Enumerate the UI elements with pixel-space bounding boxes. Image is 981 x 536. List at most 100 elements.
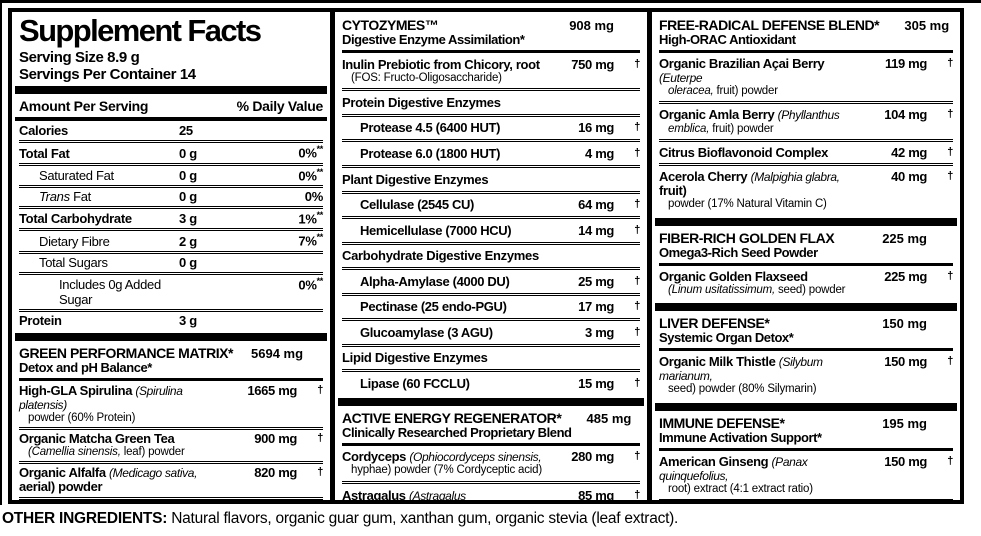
ingredient-detail: (Linum usitatissimum, seed) powder	[668, 283, 846, 296]
nutrient-row: Calories 25	[19, 122, 323, 140]
other-ingredients-label: OTHER INGREDIENTS:	[2, 510, 168, 527]
daily-value-dagger: †	[947, 269, 953, 282]
nutrient-row: Dietary Fibre 2 g 7%**	[19, 228, 323, 250]
ingredient-row: American Ginseng (Panax quinquefolius, ro…	[659, 451, 953, 499]
daily-value-dagger: †	[634, 488, 640, 500]
blend-title: FREE-RADICAL DEFENSE BLEND*	[659, 17, 880, 33]
ingredient-row: Astragalus (Astragalus membranaceus,root…	[342, 481, 640, 500]
ingredient-row: Hemicellulase (7000 HCU) 14 mg †	[342, 216, 640, 242]
blend-amount: 485 mg	[586, 410, 632, 426]
nutrient-row: Includes 0g Added Sugar 0%**	[19, 271, 323, 309]
ingredient-row: Cellulase (2545 CU) 64 mg †	[342, 190, 640, 217]
ingredient-amount: 119 mg	[885, 56, 927, 72]
header-divider-bar	[15, 117, 327, 122]
nutrient-name: Total Sugars	[39, 254, 108, 270]
daily-value-dagger: †	[634, 300, 640, 313]
nutrient-amount: 3 g	[179, 211, 197, 227]
ingredient-amount: 85 mg	[578, 487, 614, 500]
blend-amount: 150 mg	[882, 316, 927, 332]
blend-title: LIVER DEFENSE*	[659, 315, 770, 332]
other-ingredients-text: Natural flavors, organic guar gum, xanth…	[167, 510, 679, 527]
ingredient-row: Organic Alfalfa (Medicago sativa, aerial…	[19, 460, 323, 497]
nutrient-row: Total Sugars 0 g	[19, 250, 323, 272]
blend-subtitle: High-ORAC Antioxidant	[659, 32, 796, 47]
daily-value-dagger: †	[634, 57, 640, 70]
ingredient-amount: 17 mg	[578, 299, 614, 315]
ingredient-name: Alpha-Amylase (4000 DU)	[360, 273, 510, 289]
nutrient-amount: 0 g	[179, 189, 197, 205]
daily-value-dagger: †	[947, 108, 953, 121]
daily-value-dagger: †	[634, 325, 640, 338]
ingredient-name: Astragalus (Astragalus membranaceus,root…	[342, 487, 466, 500]
ingredient-amount: 1665 mg	[247, 382, 297, 398]
ingredient-amount: 280 mg	[571, 449, 614, 465]
blend-header: GREEN PERFORMANCE MATRIX* 5694 mg Detox an…	[19, 343, 323, 382]
ingredient-row: Lipase (60 FCCLU) 15 mg †	[342, 369, 640, 395]
ingredient-detail: oleracea, fruit) powder	[668, 85, 778, 98]
facts-column-right: FREE-RADICAL DEFENSE BLEND* 305 mg High-OR…	[652, 12, 960, 500]
ingredient-row: Cordyceps (Ophiocordyceps sinensis, hypha…	[342, 446, 640, 481]
ingredient-row: Inulin Prebiotic from Chicory, root (FOS:…	[342, 53, 640, 88]
ingredient-detail: (FOS: Fructo-Oligosaccharide)	[351, 71, 502, 84]
nutrient-name: Includes 0g Added Sugar	[59, 277, 161, 308]
daily-value-dagger: †	[947, 170, 953, 183]
ingredient-row: Organic Milk Thistle (Silybum marianum, s…	[659, 351, 953, 399]
ingredient-name: Acerola Cherry (Malpighia glabra, fruit)…	[659, 170, 857, 211]
ingredient-amount: 750 mg	[571, 56, 614, 72]
ingredient-name: Organic Matcha Green Tea (Camellia sinens…	[19, 432, 227, 459]
ingredient-amount: 820 mg	[254, 465, 297, 481]
ingredient-amount: 104 mg	[884, 107, 927, 123]
blend-subtitle: Detox and pH Balance*	[19, 360, 152, 376]
daily-value-dagger: †	[634, 223, 640, 236]
section-divider-bar	[338, 397, 644, 406]
ingredient-row: Alpha-Amylase (4000 DU) 25 mg †	[342, 267, 640, 293]
daily-value-dagger: †	[634, 376, 640, 389]
ingredient-name: Protease 4.5 (6400 HUT)	[360, 120, 501, 136]
ingredient-name: High-GLA Spirulina (Spirulina platensis)…	[19, 383, 227, 425]
ingredient-detail: hyphae) powder (7% Cordyceptic acid)	[351, 464, 542, 477]
amount-per-serving-label: Amount Per Serving	[19, 98, 149, 115]
ingredient-name: Organic Alfalfa (Medicago sativa, aerial…	[19, 465, 198, 495]
ingredient-row: High-GLA Spirulina (Spirulina platensis)…	[19, 381, 323, 426]
facts-column-middle: CYTOZYMES™ 908 mg Digestive Enzyme Assimil…	[330, 12, 652, 500]
ingredient-row: Pectinase (25 endo-PGU) 17 mg †	[342, 292, 640, 319]
daily-value-dagger: †	[634, 146, 640, 159]
ingredient-row: Protease 6.0 (1800 HUT) 4 mg †	[342, 139, 640, 165]
ingredient-amount: 64 mg	[578, 197, 614, 212]
ingredient-amount: 40 mg	[891, 169, 927, 185]
ingredient-name: Organic Golden Flaxseed (Linum usitatissi…	[659, 269, 857, 297]
blend-header: ACTIVE ENERGY REGENERATOR* 485 mg Clinical…	[342, 408, 640, 446]
section-divider-bar	[655, 303, 957, 312]
daily-value-dagger: †	[947, 355, 953, 368]
ingredient-amount: 3 mg	[585, 324, 614, 340]
label-edge-left	[0, 0, 2, 505]
ingredient-name: Lipase (60 FCCLU)	[360, 375, 470, 391]
nutrient-name: Dietary Fibre	[39, 233, 110, 249]
ingredient-row: Organic Barley Grass(Hordeum vulgare, le…	[19, 496, 323, 501]
ingredient-amount: 150 mg	[884, 354, 927, 370]
ingredient-name: Organic Milk Thistle (Silybum marianum, s…	[659, 355, 857, 396]
blend-title: CYTOZYMES™	[342, 17, 439, 33]
ingredient-amount: 15 mg	[578, 375, 614, 391]
ingredient-name: Citrus Bioflavonoid Complex	[659, 144, 828, 160]
daily-value-dagger: †	[317, 383, 323, 396]
ingredient-detail: emblica, fruit) powder	[668, 122, 774, 135]
ingredient-name: Organic Amla Berry (Phyllanthus emblica, …	[659, 108, 857, 135]
other-ingredients-line: OTHER INGREDIENTS: Natural flavors, orga…	[2, 510, 978, 528]
ingredient-name: American Ginseng (Panax quinquefolius, ro…	[659, 454, 857, 496]
ingredient-amount: 4 mg	[585, 145, 614, 161]
section-divider-bar	[15, 86, 327, 95]
ingredient-amount: 16 mg	[578, 120, 614, 136]
blend-amount: 225 mg	[882, 230, 927, 246]
section-divider-bar	[655, 217, 957, 226]
column-headers-row: Amount Per Serving % Daily Value	[19, 96, 323, 116]
ingredient-row: Citrus Bioflavonoid Complex 42 mg †	[659, 138, 953, 164]
nutrient-row: Total Fat 0 g 0%**	[19, 140, 323, 162]
blend-header: FREE-RADICAL DEFENSE BLEND* 305 mg High-OR…	[659, 15, 953, 54]
daily-value-dagger: †	[317, 432, 323, 445]
blend-subtitle: Immune Activation Support*	[659, 429, 822, 445]
daily-value-dagger: †	[634, 274, 640, 287]
nutrient-amount: 0 g	[179, 145, 197, 161]
serving-info-line: Servings Per Container 14	[19, 66, 196, 84]
blend-subtitle: Digestive Enzyme Assimilation*	[342, 32, 525, 47]
